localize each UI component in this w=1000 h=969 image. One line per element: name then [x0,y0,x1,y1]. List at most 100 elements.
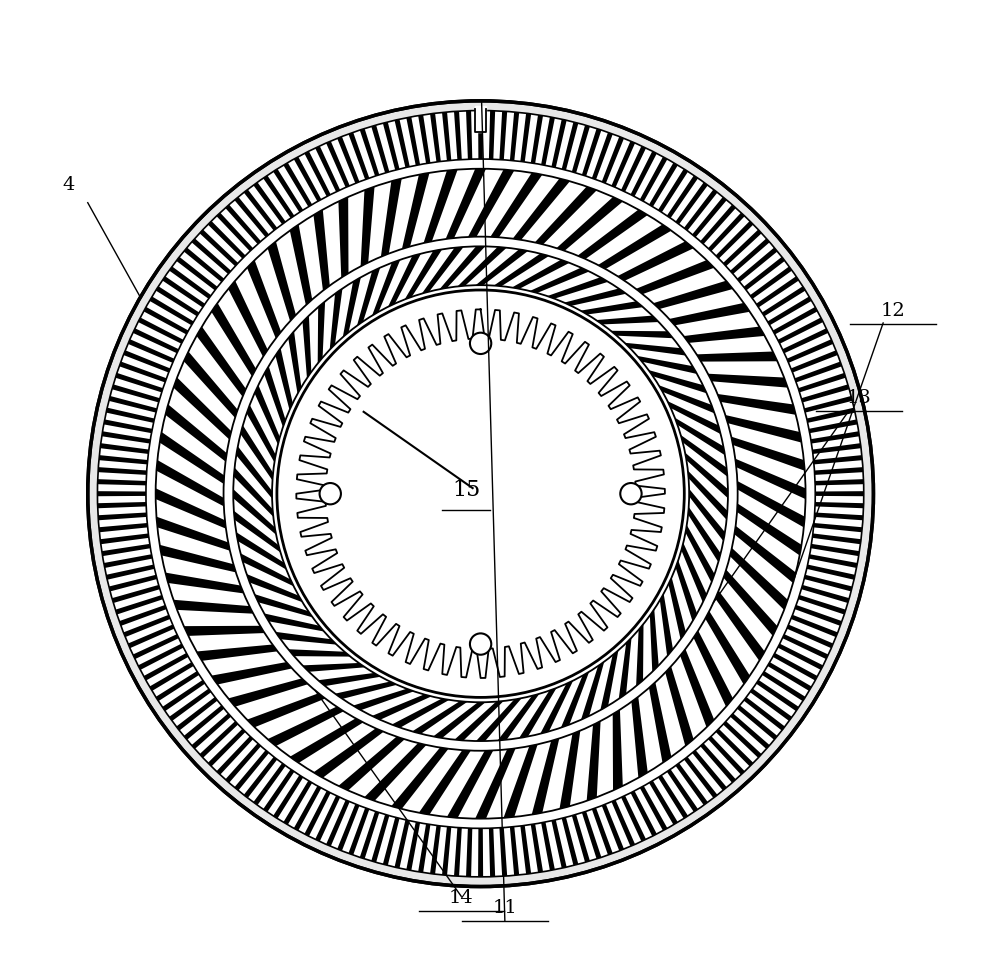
Polygon shape [562,818,578,865]
Polygon shape [658,775,688,819]
Polygon shape [361,187,375,267]
Polygon shape [406,118,420,167]
Polygon shape [98,503,146,509]
Polygon shape [564,289,626,306]
Polygon shape [715,591,765,661]
Polygon shape [541,118,555,167]
Polygon shape [144,307,188,335]
Polygon shape [388,255,421,307]
Polygon shape [162,277,205,308]
Polygon shape [510,113,519,162]
Polygon shape [216,213,253,252]
Polygon shape [734,526,796,583]
Polygon shape [184,248,224,283]
Polygon shape [815,491,864,497]
Polygon shape [156,287,199,317]
Polygon shape [811,545,859,556]
Polygon shape [476,699,522,741]
Polygon shape [303,316,311,379]
Polygon shape [795,362,842,383]
Polygon shape [253,764,286,805]
Polygon shape [123,615,170,638]
Text: 15: 15 [452,479,480,500]
Polygon shape [475,749,516,819]
Polygon shape [197,328,246,397]
Polygon shape [419,750,471,815]
Polygon shape [315,146,340,193]
Polygon shape [395,120,410,169]
Polygon shape [264,613,324,632]
Polygon shape [499,112,507,161]
Polygon shape [247,694,325,728]
Polygon shape [119,606,166,626]
Polygon shape [422,248,464,295]
Polygon shape [815,480,864,485]
Polygon shape [313,210,330,292]
Polygon shape [631,697,648,778]
Polygon shape [156,672,199,702]
Polygon shape [241,553,294,586]
Text: 12: 12 [880,301,905,320]
Polygon shape [264,366,286,427]
Polygon shape [244,190,277,232]
Polygon shape [512,261,569,290]
Polygon shape [102,545,150,556]
Polygon shape [762,672,805,702]
Polygon shape [667,402,721,435]
Polygon shape [466,111,472,160]
Polygon shape [531,115,543,165]
Polygon shape [133,328,179,354]
Polygon shape [676,764,708,805]
Polygon shape [233,489,276,535]
Polygon shape [676,561,697,622]
Polygon shape [247,575,303,603]
Polygon shape [504,744,538,818]
Polygon shape [798,595,846,615]
Polygon shape [318,302,325,364]
Polygon shape [520,114,531,163]
Polygon shape [395,820,410,868]
Polygon shape [681,544,707,603]
Polygon shape [798,373,846,393]
Polygon shape [592,133,613,180]
Polygon shape [247,261,281,339]
Polygon shape [288,332,301,394]
Polygon shape [144,653,188,681]
Polygon shape [337,804,359,851]
Polygon shape [489,828,495,877]
Polygon shape [723,231,762,266]
Polygon shape [667,769,698,812]
Polygon shape [708,213,745,252]
Polygon shape [801,585,849,604]
Polygon shape [348,808,369,856]
Polygon shape [288,649,350,657]
Polygon shape [169,689,211,721]
Polygon shape [700,743,736,783]
Polygon shape [557,198,623,252]
Polygon shape [667,176,698,219]
Polygon shape [559,731,580,809]
Circle shape [97,111,864,877]
Polygon shape [455,702,504,740]
Polygon shape [430,826,441,874]
Polygon shape [705,611,750,685]
Text: 13: 13 [846,389,871,407]
Polygon shape [318,673,381,686]
Polygon shape [602,804,624,851]
Polygon shape [176,258,218,291]
Polygon shape [138,318,183,344]
Polygon shape [294,786,321,830]
Polygon shape [807,408,855,423]
Polygon shape [156,460,224,507]
Polygon shape [337,138,359,184]
Polygon shape [681,435,727,477]
Polygon shape [236,533,286,570]
Polygon shape [138,644,183,671]
Polygon shape [348,133,369,180]
Polygon shape [519,688,557,738]
Polygon shape [338,198,348,278]
Polygon shape [650,610,659,672]
Polygon shape [708,374,788,389]
Polygon shape [430,114,441,163]
Polygon shape [372,261,400,316]
